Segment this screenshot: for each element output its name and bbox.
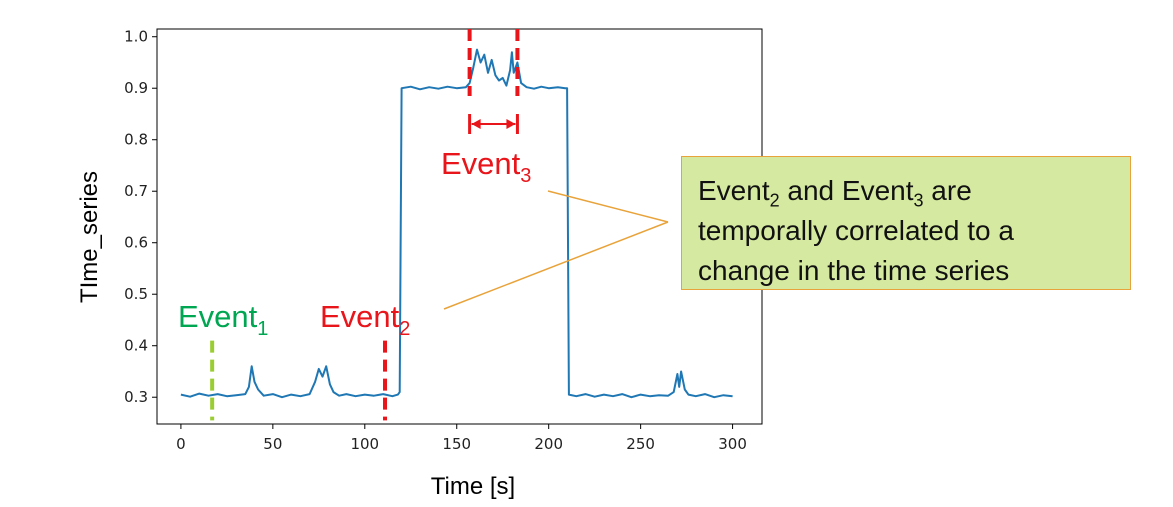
y-tick-label: 0.4 [124, 337, 148, 355]
series-line [180, 48, 733, 399]
annotation-callout: Event2 and Event3 are temporally correla… [681, 156, 1131, 290]
y-tick-label: 1.0 [124, 28, 148, 46]
callout-connector [547, 190, 669, 223]
event-3-subscript: 3 [520, 165, 531, 187]
x-tick-label: 250 [626, 435, 655, 453]
event-1-subscript: 1 [257, 318, 268, 340]
event-3-label: Event3 [441, 146, 531, 187]
y-tick-label: 0.9 [124, 79, 148, 97]
x-axis-label: Time [s] [431, 473, 515, 500]
x-tick-label: 300 [718, 435, 747, 453]
callout-line-3: change in the time series [698, 255, 1010, 286]
x-tick-label: 100 [350, 435, 379, 453]
series-layer [180, 48, 733, 399]
y-tick-label: 0.3 [124, 388, 148, 406]
x-tick-label: 50 [263, 435, 282, 453]
x-tick-label: 200 [534, 435, 563, 453]
callout-connector [443, 221, 669, 310]
event-2-subscript: 2 [399, 318, 410, 340]
x-tick-label: 0 [176, 435, 186, 453]
x-tick-label: 150 [442, 435, 471, 453]
events-layer: Event1 Event2 Event3 [178, 29, 669, 421]
y-axis-label: TIme_series [76, 171, 103, 303]
event-3-arrowhead [471, 119, 481, 129]
axes: 0 50 100 150 200 250 300 0.3 0.4 0.5 0.6 0.7 0.8 0.9 1… [124, 28, 763, 453]
y-tick-label: 0.7 [124, 182, 148, 200]
callout-line-2: temporally correlated to a [698, 215, 1014, 246]
event-1-label: Event1 [178, 299, 268, 340]
y-tick-label: 0.6 [124, 234, 148, 252]
callout-line-1: Event2 and Event3 are [698, 175, 972, 211]
event-3-arrowhead [506, 119, 516, 129]
y-tick-label: 0.8 [124, 131, 148, 149]
y-tick-label: 0.5 [124, 285, 148, 303]
event-2-label: Event2 [320, 299, 410, 340]
